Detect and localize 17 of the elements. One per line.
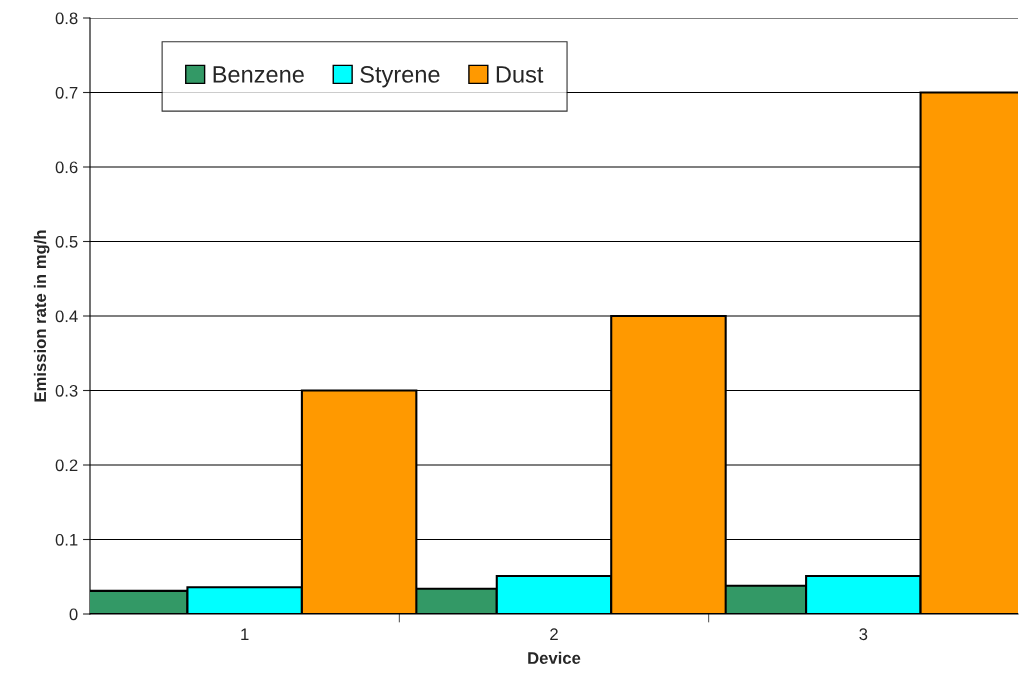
y-tick-label: 0 [69,608,78,621]
y-tick-label: 0.1 [55,533,78,546]
y-axis-title: Emission rate in mg/h [33,230,50,402]
y-tick-label: 0.3 [55,384,78,397]
x-tick-label: 1 [241,628,249,640]
y-tick-label: 0.8 [55,12,78,25]
y-tick-label: 0.6 [55,161,78,174]
y-tick-label: 0.4 [55,310,78,323]
y-tick-label: 0.2 [55,459,78,472]
y-tick-label: 0.5 [55,235,78,248]
legend-label: Styrene [360,66,440,88]
x-axis-title: Device [528,651,581,664]
x-tick-label: 2 [550,628,558,640]
legend-label: Benzene [213,66,304,83]
y-tick-label: 0.7 [55,86,78,99]
x-tick-label: 3 [859,628,868,641]
legend-label: Dust [496,66,544,83]
